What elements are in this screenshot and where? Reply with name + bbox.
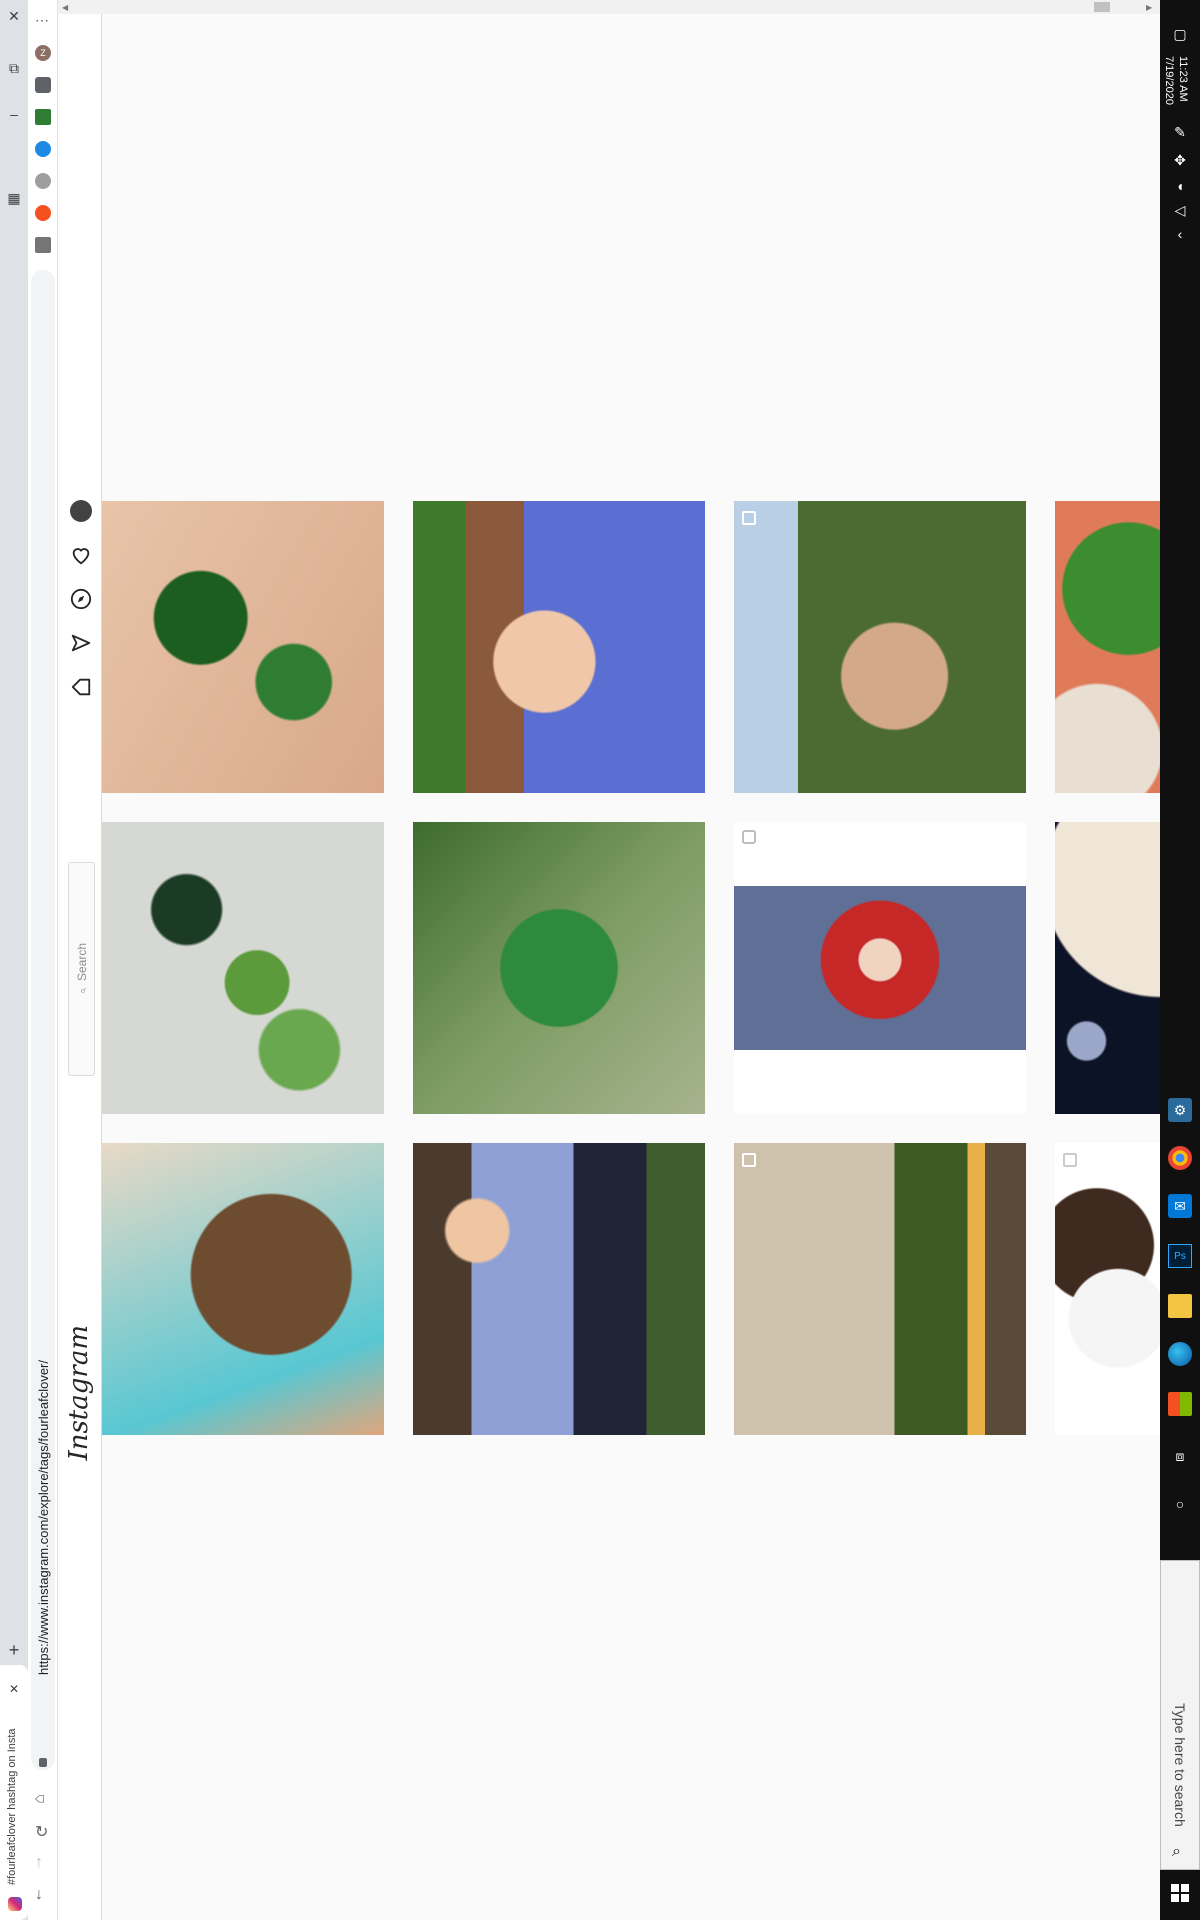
chrome-icon[interactable] bbox=[1168, 1146, 1192, 1170]
tab-search-icon[interactable]: ▦ bbox=[7, 189, 21, 206]
browser-tab-strip: ✕ ⧉ – ▦ + ✕ #fourleafclover hashtag on I… bbox=[0, 0, 28, 1920]
new-tab-button[interactable]: + bbox=[8, 1639, 20, 1660]
lock-icon[interactable] bbox=[39, 1758, 47, 1767]
extensions-puzzle-icon[interactable] bbox=[35, 77, 51, 93]
volume-icon[interactable]: ◁ bbox=[1174, 201, 1186, 218]
post-tile[interactable] bbox=[1055, 822, 1160, 1114]
activity-heart-icon[interactable] bbox=[70, 544, 92, 566]
profile-avatar[interactable]: Z bbox=[35, 45, 51, 61]
window-minimize-icon[interactable]: – bbox=[10, 106, 18, 122]
post-tile[interactable] bbox=[102, 1143, 384, 1435]
file-explorer-icon[interactable] bbox=[1168, 1294, 1192, 1318]
store-icon[interactable] bbox=[1168, 1392, 1192, 1416]
cortana-icon[interactable]: ○ bbox=[1175, 1496, 1185, 1512]
back-icon[interactable]: ↓ bbox=[35, 1886, 43, 1903]
pen-icon[interactable]: ✎ bbox=[1174, 123, 1186, 140]
post-tile[interactable] bbox=[734, 822, 1026, 1114]
post-tile[interactable] bbox=[734, 501, 1026, 793]
address-bar[interactable]: https://www.instagram.com/explore/tags/f… bbox=[31, 270, 55, 1770]
start-windows-icon[interactable] bbox=[1171, 1884, 1189, 1902]
post-tile[interactable] bbox=[1055, 1143, 1160, 1435]
explore-post-grid bbox=[102, 14, 1160, 1920]
search-placeholder: ⌕ Search bbox=[75, 943, 89, 997]
post-tile[interactable] bbox=[102, 822, 384, 1114]
active-tab[interactable]: ✕ #fourleafclover hashtag on Insta bbox=[0, 1665, 28, 1920]
scrollbar-thumb[interactable] bbox=[1094, 2, 1110, 12]
dropbox-icon[interactable]: ✥ bbox=[1174, 151, 1186, 168]
multi-photo-icon bbox=[1063, 1153, 1077, 1167]
home-icon[interactable]: ⌂ bbox=[30, 1794, 48, 1804]
instagram-nav: ⌕ Search Instagram bbox=[58, 0, 102, 1920]
camera-icon bbox=[742, 830, 756, 844]
scroll-right-arrow-icon[interactable]: ▶ bbox=[1146, 3, 1153, 12]
clock-time: 11:23 AM bbox=[1177, 56, 1189, 102]
post-tile[interactable] bbox=[1055, 501, 1160, 793]
photoshop-icon[interactable]: Ps bbox=[1168, 1244, 1192, 1268]
post-video-frame bbox=[734, 886, 1026, 1050]
notifications-icon[interactable]: ▢ bbox=[1173, 25, 1187, 42]
forward-icon[interactable]: ↑ bbox=[35, 1854, 43, 1871]
search-icon: ⌕ bbox=[1172, 1843, 1181, 1860]
taskbar-clock[interactable]: 11:23 AM 7/19/2020 bbox=[1162, 56, 1190, 105]
reload-icon[interactable]: ↻ bbox=[35, 1824, 49, 1841]
scroll-left-arrow-icon[interactable]: ◀ bbox=[62, 3, 69, 12]
browser-menu-icon[interactable]: ⋯ bbox=[35, 12, 49, 28]
clock-date: 7/19/2020 bbox=[1163, 56, 1175, 105]
home-icon[interactable] bbox=[70, 676, 92, 698]
outlook-icon[interactable]: ✉ bbox=[1168, 1194, 1192, 1218]
edge-icon[interactable] bbox=[1168, 1342, 1192, 1366]
window-close-icon[interactable]: ✕ bbox=[8, 7, 20, 24]
post-tile[interactable] bbox=[413, 501, 705, 793]
browser-toolbar: ⋯ Z https://www.instagram.com/explore/ta… bbox=[28, 0, 58, 1920]
window-restore-icon[interactable]: ⧉ bbox=[9, 59, 19, 76]
extension-blue-icon[interactable] bbox=[35, 141, 51, 157]
post-tile[interactable] bbox=[734, 1143, 1026, 1435]
extension-g-icon[interactable] bbox=[35, 237, 51, 253]
app-settings-icon[interactable]: ⚙ bbox=[1168, 1098, 1192, 1122]
post-tile[interactable] bbox=[413, 822, 705, 1114]
extension-orange-icon[interactable] bbox=[35, 205, 51, 221]
horizontal-scrollbar[interactable]: ◀ ▶ bbox=[58, 0, 1160, 14]
instagram-favicon-icon bbox=[8, 1897, 22, 1911]
search-icon: ⌕ bbox=[75, 981, 89, 997]
tab-title: #fourleafclover hashtag on Insta bbox=[6, 1728, 18, 1885]
address-url[interactable]: https://www.instagram.com/explore/tags/f… bbox=[36, 1360, 51, 1676]
multi-photo-icon bbox=[742, 511, 756, 525]
network-icon[interactable]: ◖ bbox=[1175, 178, 1185, 194]
show-hidden-icons-icon[interactable]: ‹ bbox=[1177, 226, 1183, 242]
taskbar-search-box[interactable]: Type here to search ⌕ bbox=[1160, 1560, 1200, 1870]
multi-photo-icon bbox=[742, 1153, 756, 1167]
windows-taskbar: ▢ 11:23 AM 7/19/2020 ✎ ✥ ◖ ◁ ‹ ⚙ ✉ Ps ⧈ … bbox=[1160, 0, 1200, 1920]
extension-chart-icon[interactable] bbox=[35, 109, 51, 125]
tab-close-icon[interactable]: ✕ bbox=[8, 1682, 20, 1696]
post-tile[interactable] bbox=[413, 1143, 705, 1435]
task-view-icon[interactable]: ⧈ bbox=[1175, 1447, 1185, 1464]
post-tile[interactable] bbox=[102, 501, 384, 793]
instagram-logo[interactable]: Instagram bbox=[64, 1325, 94, 1461]
explore-compass-icon[interactable] bbox=[70, 588, 92, 610]
taskbar-search-placeholder: Type here to search bbox=[1172, 1703, 1188, 1827]
direct-send-icon[interactable] bbox=[70, 632, 92, 654]
search-input[interactable]: ⌕ Search bbox=[68, 862, 95, 1076]
profile-avatar[interactable] bbox=[70, 500, 92, 522]
extension-grey-icon[interactable] bbox=[35, 173, 51, 189]
